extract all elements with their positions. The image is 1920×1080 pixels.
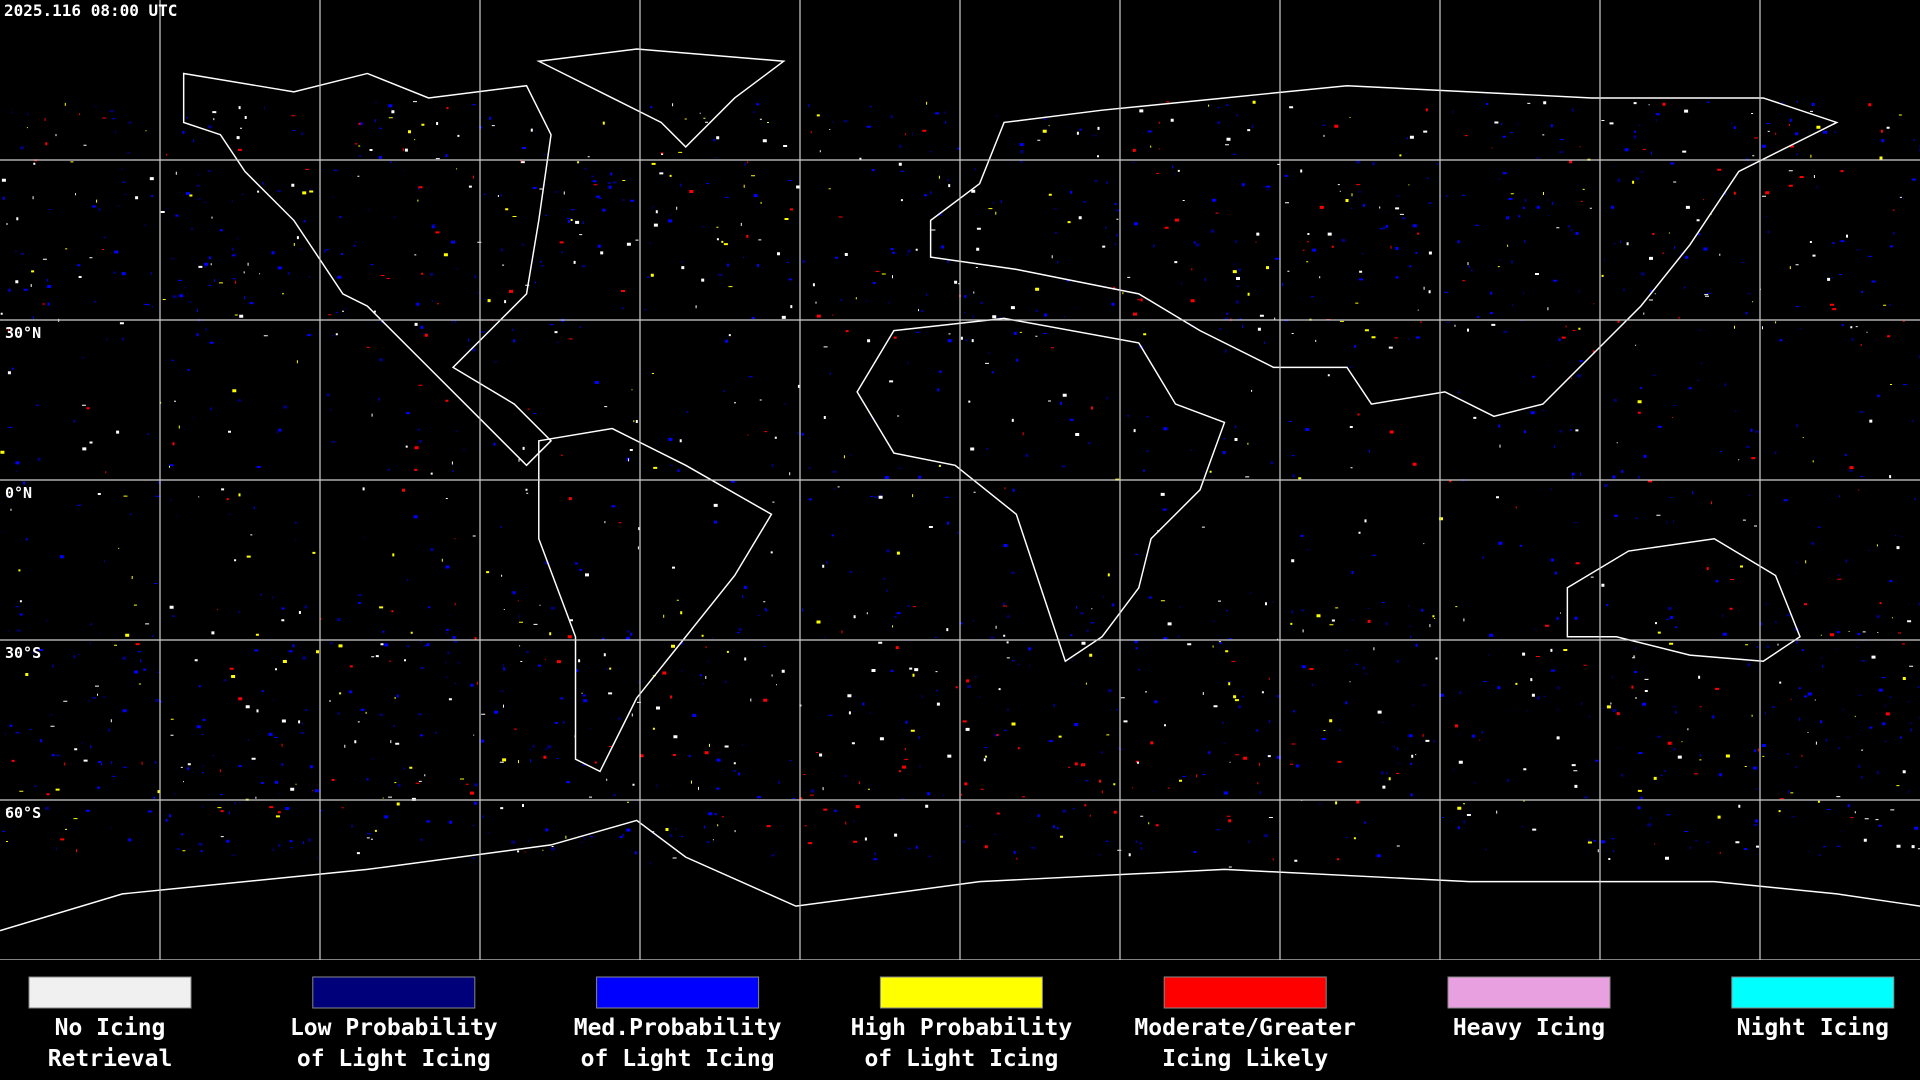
legend-swatch [596, 976, 760, 1009]
latitude-label: 60°S [5, 804, 41, 822]
latitude-labels: 30°N 0°N 30°S 60°S [5, 324, 41, 822]
timestamp: 2025.116 08:00 UTC [4, 1, 177, 20]
coast-south-america [538, 427, 773, 773]
legend-label: No Icing [55, 1015, 166, 1041]
coast-north-america [182, 72, 553, 467]
legend-swatch [879, 976, 1043, 1009]
legend: No Icing Retrieval Low Probability of Light… [28, 976, 1895, 1072]
legend-label: Low Probability [290, 1015, 498, 1041]
legend-swatch [1447, 976, 1611, 1009]
legend-label: Heavy Icing [1453, 1015, 1605, 1041]
legend-swatch [312, 976, 476, 1009]
legend-label: Night Icing [1737, 1015, 1889, 1041]
legend-label: Icing Likely [1162, 1046, 1328, 1072]
legend-label: Retrieval [48, 1046, 173, 1072]
legend-label: High Probability [851, 1015, 1073, 1041]
legend-label: Med.Probability [574, 1015, 782, 1041]
coast-australia [1566, 538, 1801, 662]
latitude-label: 30°S [5, 644, 41, 662]
coast-antarctica [0, 819, 1920, 932]
legend-label: of Light Icing [297, 1046, 491, 1072]
legend-label: Moderate/Greater [1134, 1015, 1356, 1041]
legend-swatch [1731, 976, 1895, 1009]
legend-label: of Light Icing [581, 1046, 775, 1072]
coast-eurasia [929, 84, 1839, 418]
coast-greenland [536, 48, 786, 148]
legend-label: of Light Icing [864, 1046, 1058, 1072]
legend-swatch [1163, 976, 1327, 1009]
legend-swatch [28, 976, 192, 1009]
latitude-label: 0°N [5, 484, 32, 502]
latitude-label: 30°N [5, 324, 41, 342]
